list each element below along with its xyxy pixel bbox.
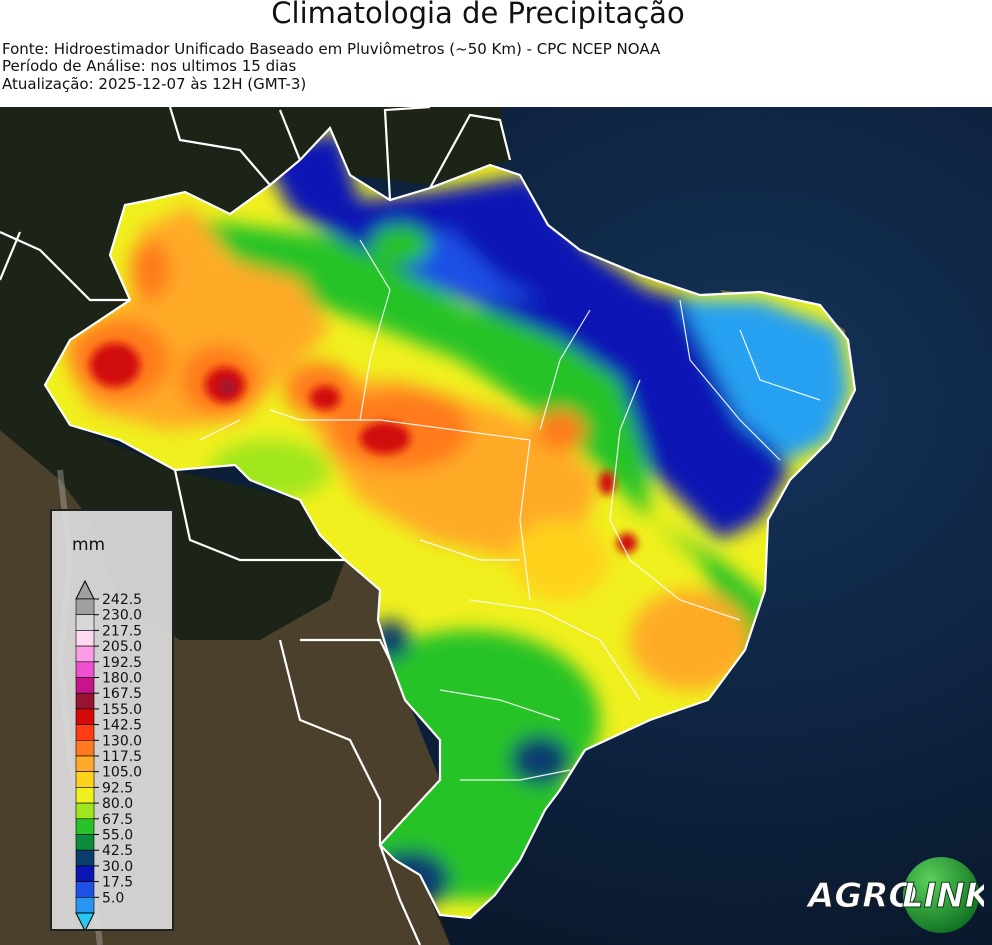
- legend-label: 30.0: [102, 859, 133, 875]
- legend-swatch: [75, 677, 95, 694]
- legend-arrow-bottom: [75, 912, 95, 929]
- legend-swatch: [75, 755, 95, 772]
- legend-label: 130.0: [102, 733, 142, 749]
- legend-label: 205.0: [102, 639, 142, 655]
- legend-swatch: [75, 865, 95, 882]
- legend-unit: mm: [72, 535, 106, 555]
- logo-text-right: LINK: [902, 876, 984, 916]
- legend-swatch: [75, 630, 95, 647]
- legend-swatch: [75, 802, 95, 820]
- agrolink-logo: AGRO LINK: [805, 855, 992, 935]
- update-text: Atualização: 2025-12-07 às 12H (GMT-3): [2, 75, 307, 93]
- legend-label: 5.0: [102, 890, 124, 906]
- period-text: Período de Análise: nos ultimos 15 dias: [2, 57, 297, 75]
- legend-label: 105.0: [102, 765, 142, 781]
- legend-label: 67.5: [102, 812, 133, 828]
- legend-label: 42.5: [102, 843, 133, 859]
- legend-swatch: [75, 771, 95, 788]
- legend-label: 242.5: [102, 592, 142, 608]
- legend-swatch: [75, 896, 95, 914]
- map-title: Climatologia de Precipitação: [271, 0, 685, 30]
- legend-swatch: [75, 724, 95, 741]
- legend-swatch: [75, 692, 95, 710]
- legend-swatch: [75, 849, 95, 867]
- legend-swatch: [75, 598, 95, 615]
- legend-swatch: [75, 614, 95, 631]
- legend: mm 242.5 230.0 217.5 205.0 192.5 180.0 167.5 15…: [50, 509, 174, 931]
- legend-swatch: [75, 645, 95, 663]
- legend-swatch: [75, 818, 95, 835]
- legend-swatch: [75, 881, 95, 898]
- legend-swatch: [75, 740, 95, 757]
- legend-label: 92.5: [102, 780, 133, 796]
- legend-label: 217.5: [102, 623, 142, 639]
- legend-label: 192.5: [102, 655, 142, 671]
- legend-label: 80.0: [102, 796, 133, 812]
- legend-colorbar: 242.5230.0217.5205.0192.5180.0167.5155.0…: [75, 579, 142, 929]
- legend-label: 180.0: [102, 671, 142, 687]
- logo-text-left: AGRO: [806, 876, 917, 916]
- legend-label: 117.5: [102, 749, 142, 765]
- legend-label: 155.0: [102, 702, 142, 718]
- legend-arrow-top: [75, 579, 95, 600]
- legend-label: 230.0: [102, 608, 142, 624]
- source-text: Fonte: Hidroestimador Unificado Baseado …: [2, 40, 661, 58]
- legend-label: 17.5: [102, 875, 133, 891]
- legend-swatch: [75, 834, 95, 851]
- legend-swatch: [75, 787, 95, 804]
- legend-swatch: [75, 708, 95, 725]
- legend-label: 167.5: [102, 686, 142, 702]
- legend-label: 55.0: [102, 828, 133, 844]
- legend-label: 142.5: [102, 718, 142, 734]
- legend-swatch: [75, 661, 95, 678]
